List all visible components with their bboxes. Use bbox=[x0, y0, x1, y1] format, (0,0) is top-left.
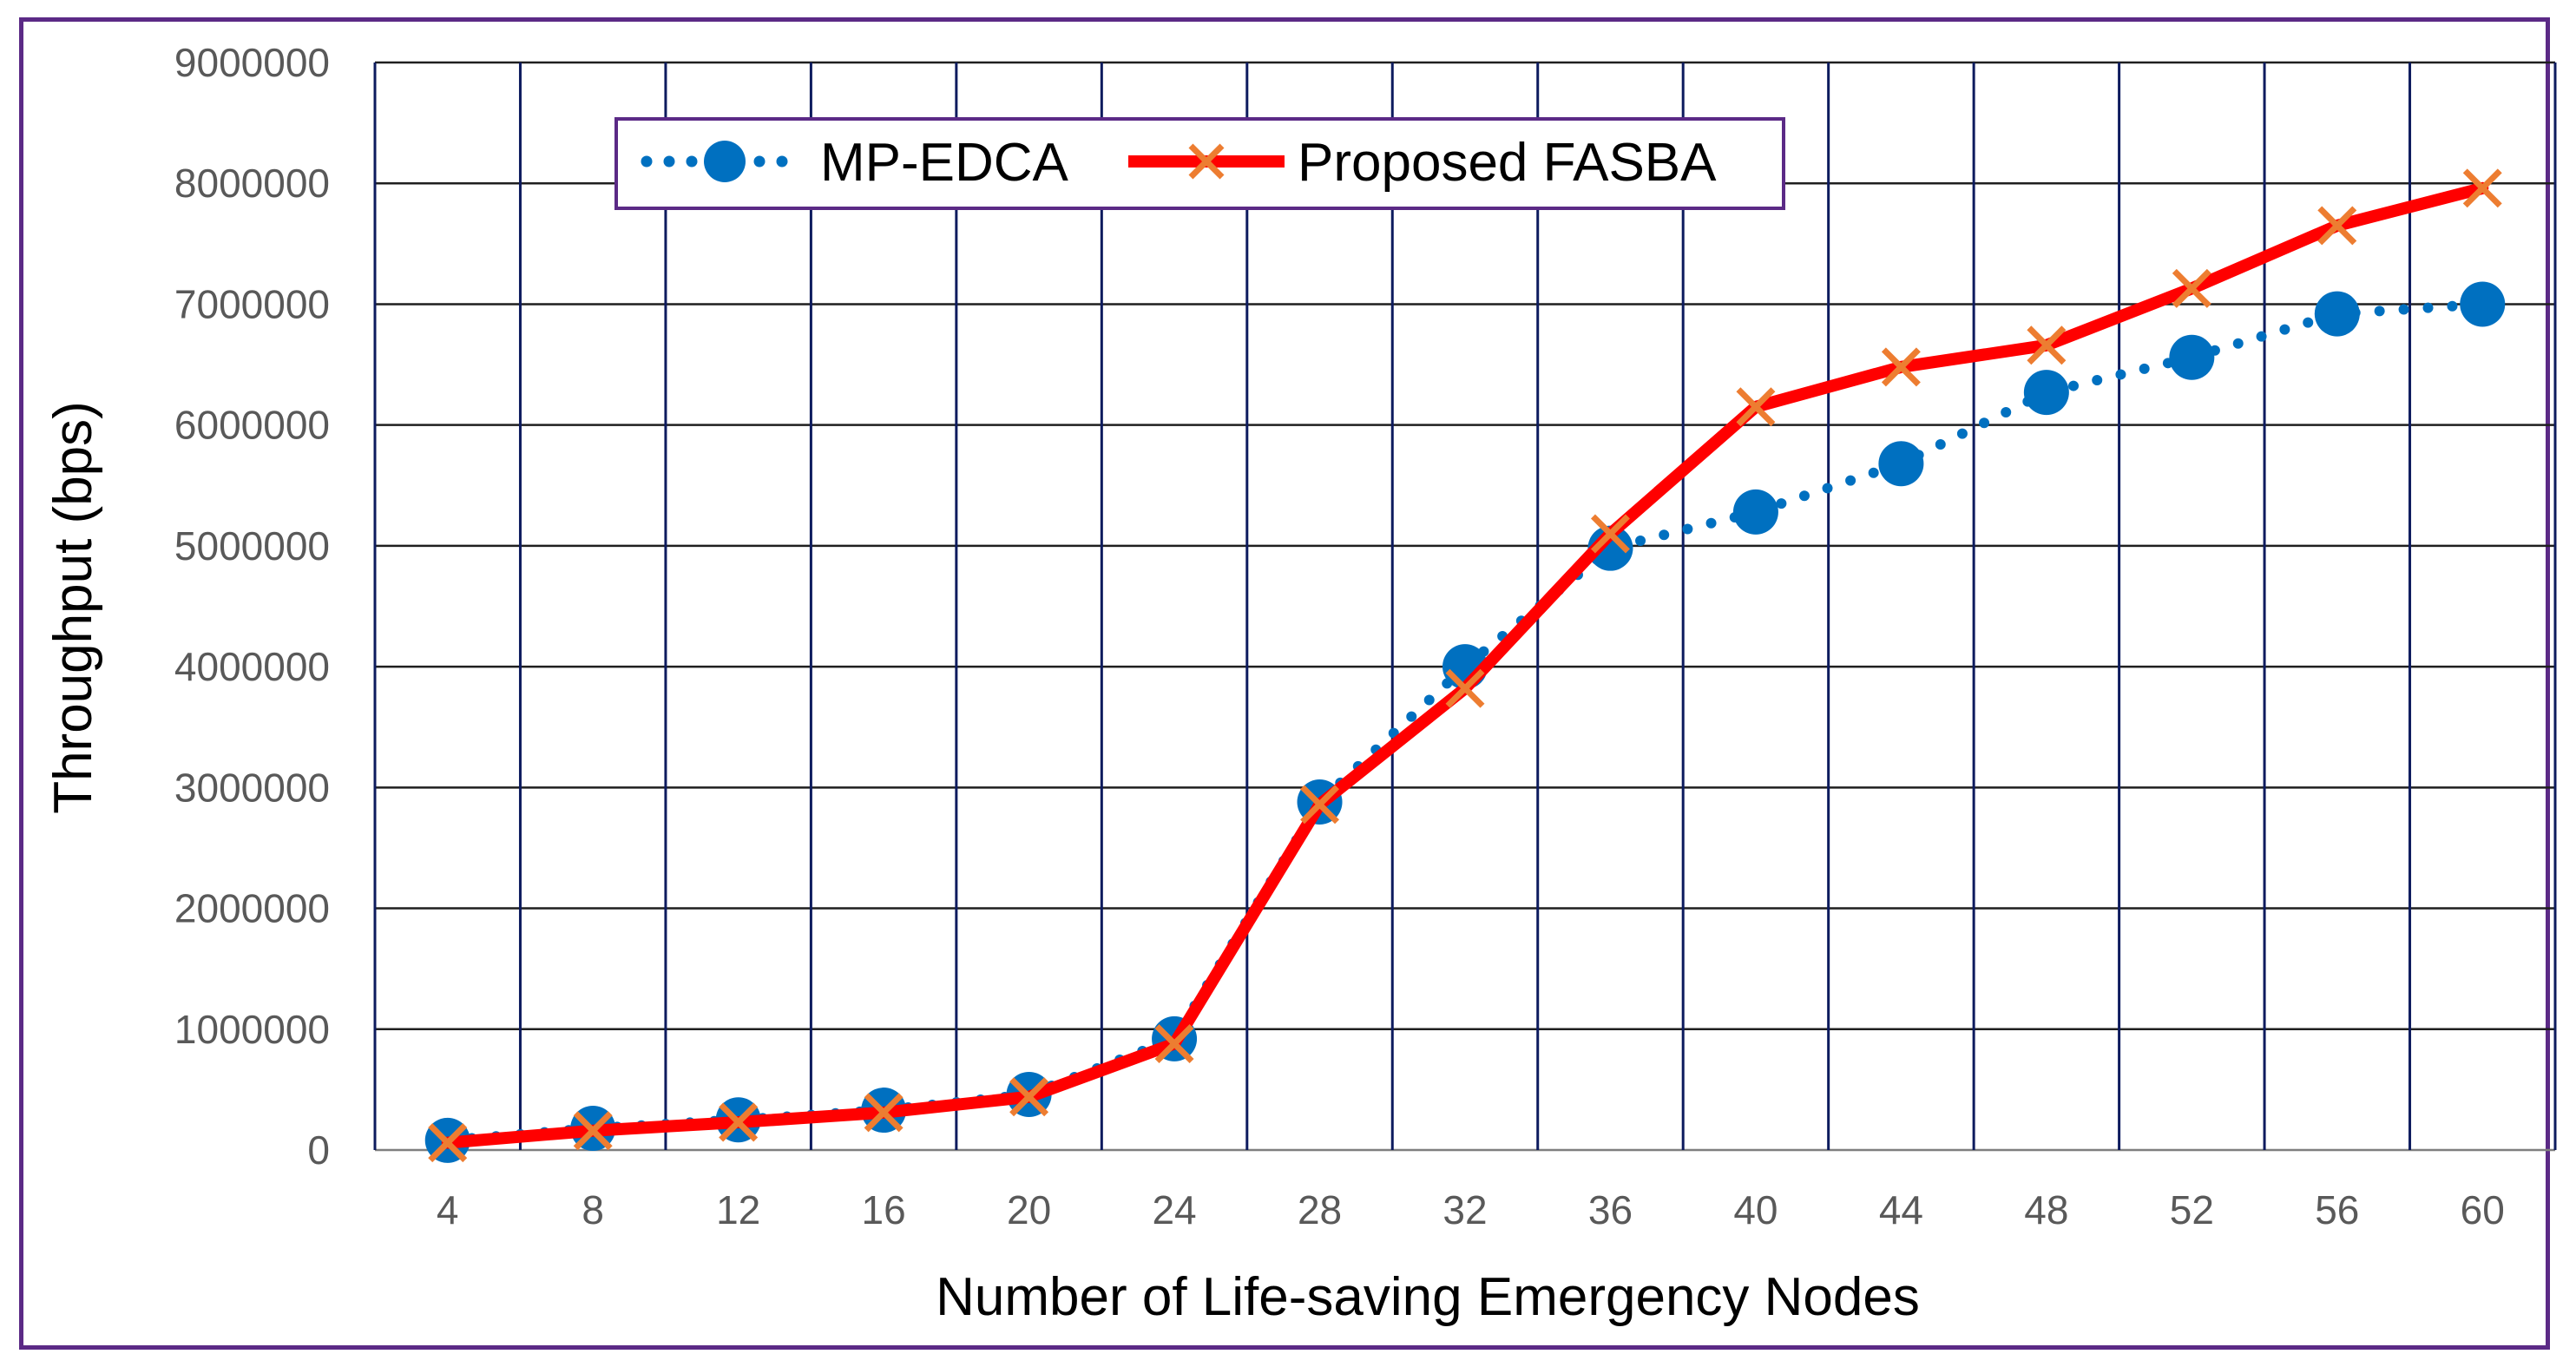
mp-edca-point bbox=[2169, 334, 2215, 380]
y-tick-label: 8000000 bbox=[174, 161, 330, 206]
x-tick-label: 40 bbox=[1733, 1187, 1778, 1232]
fasba-point bbox=[428, 1123, 468, 1163]
y-axis-title: Throughput (bps) bbox=[43, 401, 103, 814]
legend-mp-edca-marker bbox=[704, 141, 746, 182]
mp-edca-point bbox=[2460, 281, 2506, 327]
fasba-point bbox=[2317, 206, 2357, 246]
x-tick-label: 4 bbox=[437, 1187, 459, 1232]
x-tick-label: 36 bbox=[1588, 1187, 1633, 1232]
fasba-point bbox=[1881, 347, 1921, 387]
y-tick-label: 9000000 bbox=[174, 40, 330, 85]
legend-fasba-marker bbox=[1188, 143, 1225, 180]
mp-edca-point bbox=[1732, 489, 1778, 535]
x-tick-label: 28 bbox=[1298, 1187, 1342, 1232]
fasba-point bbox=[1300, 785, 1340, 825]
fasba-point bbox=[1736, 387, 1776, 427]
x-tick-label: 60 bbox=[2461, 1187, 2505, 1232]
y-tick-label: 7000000 bbox=[174, 281, 330, 326]
y-tick-label: 0 bbox=[307, 1127, 330, 1173]
fasba-point bbox=[1154, 1024, 1194, 1063]
x-tick-label: 52 bbox=[2170, 1187, 2214, 1232]
fasba-point bbox=[573, 1111, 613, 1151]
fasba-point bbox=[719, 1102, 759, 1142]
grid bbox=[373, 61, 2557, 1152]
legend: MP-EDCA Proposed FASBA bbox=[614, 117, 1785, 210]
y-tick-label: 5000000 bbox=[174, 523, 330, 568]
x-tick-label: 24 bbox=[1152, 1187, 1196, 1232]
fasba-point bbox=[2027, 325, 2067, 365]
fasba-point bbox=[1009, 1077, 1049, 1117]
fasba-point bbox=[1590, 514, 1630, 554]
mp-edca-point bbox=[1878, 441, 1924, 487]
fasba-point bbox=[2462, 168, 2502, 208]
x-tick-label: 32 bbox=[1442, 1187, 1487, 1232]
y-axis-ticks: 0 1000000 2000000 3000000 4000000 5000000 6000… bbox=[174, 40, 330, 1173]
fasba-point bbox=[2172, 268, 2211, 308]
y-tick-label: 3000000 bbox=[174, 765, 330, 810]
x-axis-title: Number of Life-saving Emergency Nodes bbox=[936, 1267, 1920, 1327]
fasba-point bbox=[864, 1093, 904, 1133]
x-tick-label: 44 bbox=[1879, 1187, 1923, 1232]
x-tick-label: 12 bbox=[716, 1187, 760, 1232]
mp-edca-point bbox=[2023, 370, 2069, 416]
y-tick-label: 1000000 bbox=[174, 1007, 330, 1052]
fasba-point bbox=[1445, 668, 1485, 708]
x-axis-ticks: 4 8 12 16 20 24 28 32 36 40 44 48 52 56 60 bbox=[437, 1187, 2505, 1232]
x-tick-label: 56 bbox=[2315, 1187, 2359, 1232]
x-tick-label: 16 bbox=[862, 1187, 906, 1232]
x-tick-label: 8 bbox=[582, 1187, 604, 1232]
legend-mp-edca-label: MP-EDCA bbox=[820, 133, 1069, 193]
y-tick-label: 6000000 bbox=[174, 403, 330, 448]
series bbox=[424, 168, 2506, 1163]
legend-fasba-label: Proposed FASBA bbox=[1298, 133, 1717, 193]
y-tick-label: 2000000 bbox=[174, 886, 330, 931]
x-tick-label: 20 bbox=[1007, 1187, 1051, 1232]
x-tick-label: 48 bbox=[2024, 1187, 2068, 1232]
mp-edca-line bbox=[442, 299, 2488, 1146]
y-tick-label: 4000000 bbox=[174, 644, 330, 689]
mp-edca-point bbox=[2314, 291, 2360, 337]
